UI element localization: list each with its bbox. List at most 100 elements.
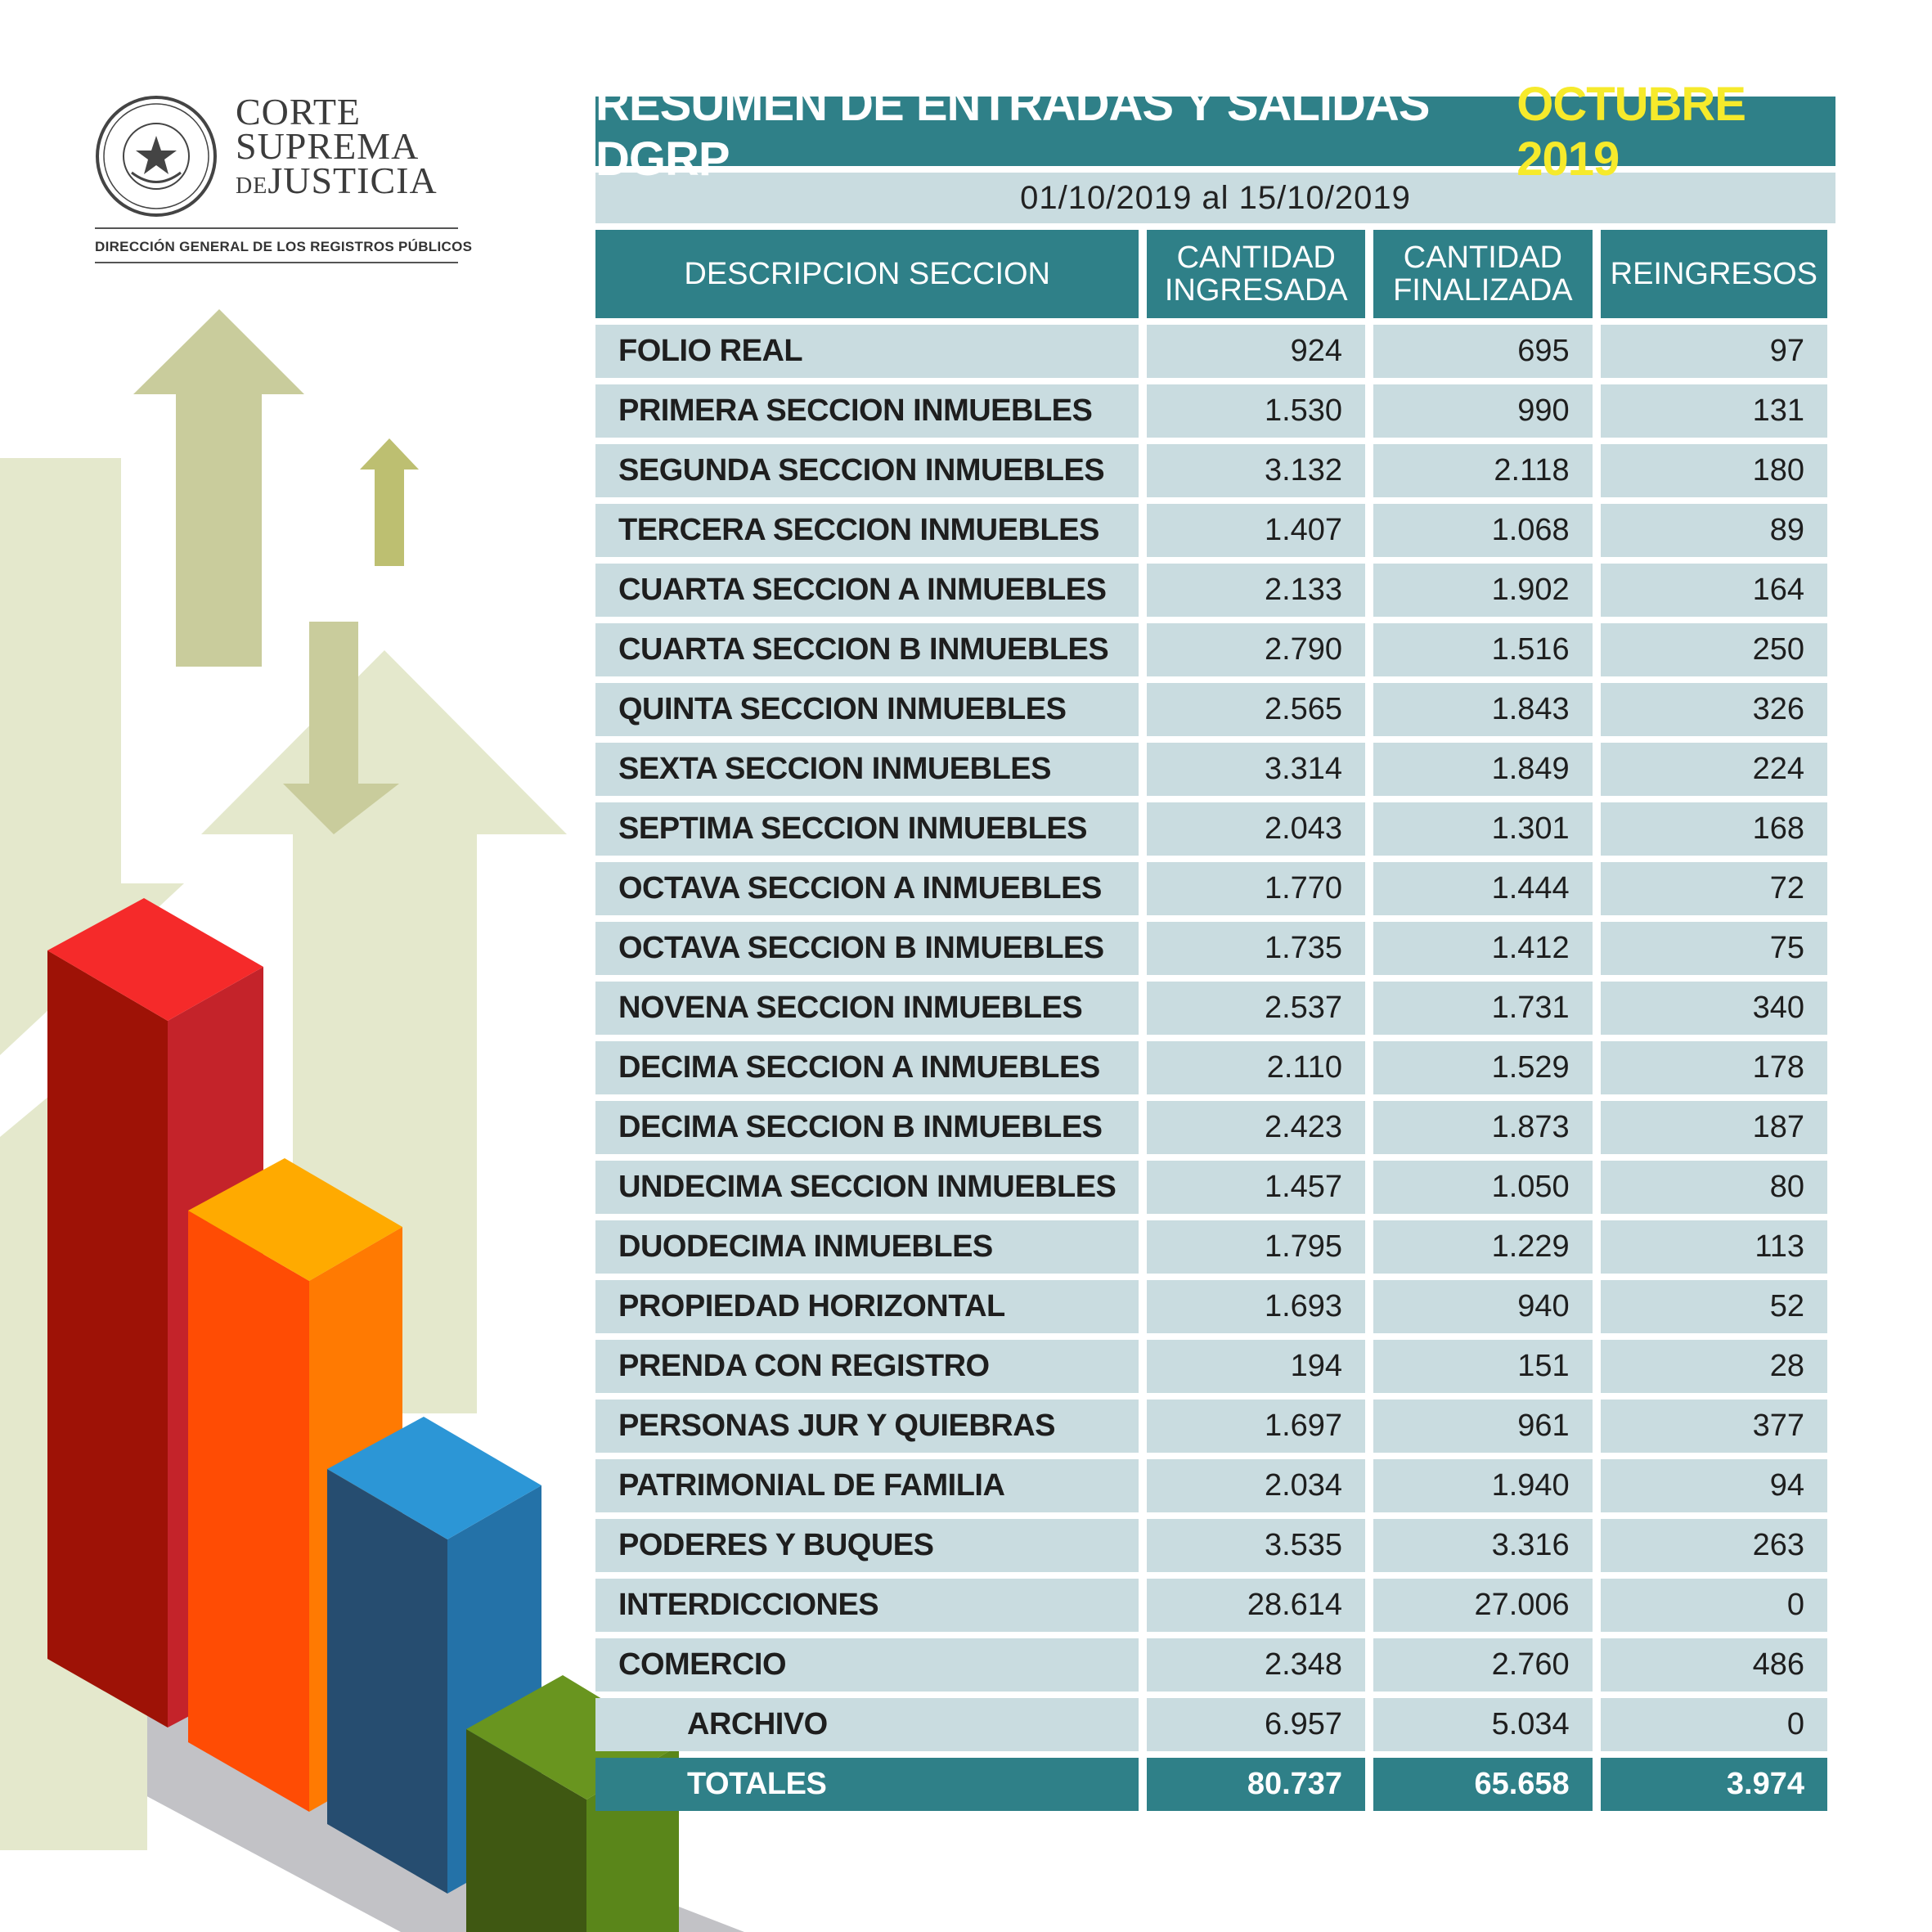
row-ingresada: 1.735 (1147, 922, 1366, 975)
row-reingresos: 94 (1600, 1459, 1827, 1512)
row-desc: SEXTA SECCION INMUEBLES (595, 743, 1139, 796)
seal-icon (96, 96, 217, 217)
row-ingresada: 28.614 (1147, 1579, 1366, 1632)
row-finalizada: 1.529 (1373, 1041, 1593, 1094)
org-subtitle: DIRECCIÓN GENERAL DE LOS REGISTROS PÚBLI… (95, 239, 473, 254)
row-finalizada: 3.316 (1373, 1519, 1593, 1572)
row-ingresada: 2.537 (1147, 982, 1366, 1035)
row-ingresada: 1.530 (1147, 384, 1366, 438)
row-ingresada: 2.110 (1147, 1041, 1366, 1094)
divider (95, 262, 458, 263)
row-reingresos: 0 (1600, 1698, 1827, 1751)
totals-row: TOTALES 80.737 65.658 3.974 (595, 1758, 1827, 1811)
green-bar-front (466, 1729, 586, 1932)
row-finalizada: 2.760 (1373, 1638, 1593, 1692)
row-finalizada: 5.034 (1373, 1698, 1593, 1751)
table-row: CUARTA SECCION A INMUEBLES 2.133 1.902 164 (595, 564, 1827, 617)
table-row: ARCHIVO 6.957 5.034 0 (595, 1698, 1827, 1751)
organization-name: CORTE SUPREMA DEJUSTICIA (236, 91, 438, 207)
row-reingresos: 187 (1600, 1101, 1827, 1154)
row-ingresada: 3.132 (1147, 444, 1366, 497)
row-reingresos: 486 (1600, 1638, 1827, 1692)
row-finalizada: 1.444 (1373, 862, 1593, 915)
up-arrow-large (133, 309, 304, 667)
row-desc: UNDECIMA SECCION INMUEBLES (595, 1161, 1139, 1214)
row-ingresada: 3.314 (1147, 743, 1366, 796)
row-reingresos: 89 (1600, 504, 1827, 557)
row-desc: PRIMERA SECCION INMUEBLES (595, 384, 1139, 438)
table-row: DECIMA SECCION A INMUEBLES 2.110 1.529 178 (595, 1041, 1827, 1094)
row-desc: NOVENA SECCION INMUEBLES (595, 982, 1139, 1035)
table-row: PODERES Y BUQUES 3.535 3.316 263 (595, 1519, 1827, 1572)
row-finalizada: 1.873 (1373, 1101, 1593, 1154)
row-reingresos: 250 (1600, 623, 1827, 676)
table-row: INTERDICCIONES 28.614 27.006 0 (595, 1579, 1827, 1632)
table-row: QUINTA SECCION INMUEBLES 2.565 1.843 326 (595, 683, 1827, 736)
row-desc: PODERES Y BUQUES (595, 1519, 1139, 1572)
blue-bar-front (327, 1469, 447, 1894)
row-ingresada: 2.565 (1147, 683, 1366, 736)
down-arrow (283, 622, 399, 834)
table-row: TERCERA SECCION INMUEBLES 1.407 1.068 89 (595, 504, 1827, 557)
header-reingresos: REINGRESOS (1600, 230, 1827, 318)
row-finalizada: 1.301 (1373, 802, 1593, 856)
up-arrow-small (360, 438, 419, 566)
row-ingresada: 2.423 (1147, 1101, 1366, 1154)
row-reingresos: 75 (1600, 922, 1827, 975)
header-finalizada-line2: FINALIZADA (1393, 273, 1573, 308)
row-ingresada: 1.795 (1147, 1220, 1366, 1274)
table-row: PERSONAS JUR Y QUIEBRAS 1.697 961 377 (595, 1400, 1827, 1453)
row-finalizada: 1.902 (1373, 564, 1593, 617)
org-name-line3: JUSTICIA (267, 160, 438, 201)
orange-bar-top (188, 1158, 402, 1281)
table-row: SEGUNDA SECCION INMUEBLES 3.132 2.118 180 (595, 444, 1827, 497)
row-ingresada: 1.770 (1147, 862, 1366, 915)
row-desc: FOLIO REAL (595, 325, 1139, 378)
row-reingresos: 52 (1600, 1280, 1827, 1333)
table-row: OCTAVA SECCION A INMUEBLES 1.770 1.444 72 (595, 862, 1827, 915)
table-row: FOLIO REAL 924 695 97 (595, 325, 1827, 378)
row-finalizada: 1.843 (1373, 683, 1593, 736)
row-finalizada: 151 (1373, 1340, 1593, 1393)
date-range: 01/10/2019 al 15/10/2019 (595, 173, 1835, 223)
row-reingresos: 326 (1600, 683, 1827, 736)
row-desc: COMERCIO (595, 1638, 1139, 1692)
row-finalizada: 1.849 (1373, 743, 1593, 796)
row-reingresos: 97 (1600, 325, 1827, 378)
org-name-line2: SUPREMA (236, 125, 420, 167)
row-reingresos: 180 (1600, 444, 1827, 497)
table-row: OCTAVA SECCION B INMUEBLES 1.735 1.412 75 (595, 922, 1827, 975)
row-desc: PERSONAS JUR Y QUIEBRAS (595, 1400, 1139, 1453)
table-row: PATRIMONIAL DE FAMILIA 2.034 1.940 94 (595, 1459, 1827, 1512)
row-desc: SEPTIMA SECCION INMUEBLES (595, 802, 1139, 856)
header-finalizada-line1: CANTIDAD (1403, 240, 1562, 275)
row-ingresada: 1.693 (1147, 1280, 1366, 1333)
row-desc: PATRIMONIAL DE FAMILIA (595, 1459, 1139, 1512)
row-finalizada: 1.229 (1373, 1220, 1593, 1274)
title-highlight: OCTUBRE 2019 (1516, 77, 1746, 186)
row-desc: ARCHIVO (595, 1698, 1139, 1751)
row-finalizada: 1.940 (1373, 1459, 1593, 1512)
table-row: NOVENA SECCION INMUEBLES 2.537 1.731 340 (595, 982, 1827, 1035)
pale-arrow-right (201, 650, 567, 1413)
row-ingresada: 2.034 (1147, 1459, 1366, 1512)
row-finalizada: 2.118 (1373, 444, 1593, 497)
row-ingresada: 3.535 (1147, 1519, 1366, 1572)
row-desc: PROPIEDAD HORIZONTAL (595, 1280, 1139, 1333)
org-name-line1: CORTE (236, 91, 362, 133)
institution-logo: CORTE SUPREMA DEJUSTICIA DIRECCIÓN GENER… (95, 91, 473, 267)
row-desc: DECIMA SECCION B INMUEBLES (595, 1101, 1139, 1154)
row-reingresos: 80 (1600, 1161, 1827, 1214)
row-finalizada: 695 (1373, 325, 1593, 378)
table-row: CUARTA SECCION B INMUEBLES 2.790 1.516 250 (595, 623, 1827, 676)
row-desc: OCTAVA SECCION A INMUEBLES (595, 862, 1139, 915)
row-desc: CUARTA SECCION B INMUEBLES (595, 623, 1139, 676)
header-ingresada: CANTIDAD INGRESADA (1147, 230, 1366, 318)
page-title: RESUMEN DE ENTRADAS Y SALIDAS DGRP OCTUB… (595, 78, 1835, 186)
row-reingresos: 72 (1600, 862, 1827, 915)
org-name-prefix: DE (236, 173, 268, 199)
row-ingresada: 2.043 (1147, 802, 1366, 856)
row-reingresos: 263 (1600, 1519, 1827, 1572)
row-reingresos: 28 (1600, 1340, 1827, 1393)
